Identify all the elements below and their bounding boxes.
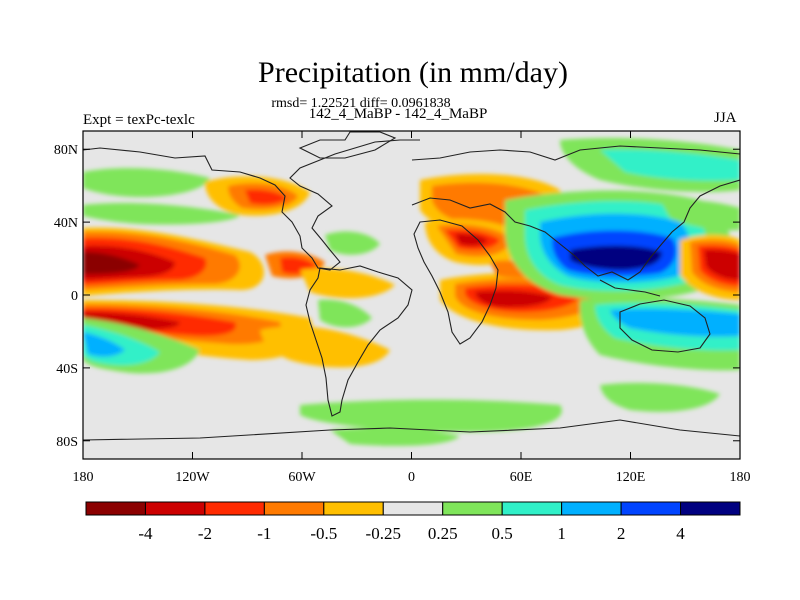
x-tick-label: 180 bbox=[730, 470, 751, 485]
map-subtitle: 142_4_MaBP - 142_4_MaBP bbox=[308, 106, 488, 122]
x-tick-label: 60E bbox=[510, 470, 533, 485]
colorbar-label: -0.5 bbox=[310, 524, 337, 543]
field-patch bbox=[260, 326, 390, 368]
eurasia-south-coast bbox=[411, 179, 740, 281]
colorbar-label: 4 bbox=[676, 524, 685, 543]
x-tick-label: 0 bbox=[408, 470, 415, 485]
colorbar-swatch bbox=[501, 501, 563, 516]
x-axis-ticks bbox=[82, 131, 741, 459]
field-patch bbox=[318, 299, 372, 328]
field-patch bbox=[570, 245, 662, 270]
colorbar-swatch bbox=[85, 501, 146, 516]
y-tick-label: 0 bbox=[71, 289, 78, 304]
field-patch bbox=[83, 252, 140, 274]
field-patch bbox=[600, 149, 740, 181]
north-america-coast bbox=[83, 139, 420, 271]
x-tick-label: 60W bbox=[288, 470, 316, 485]
field-patch bbox=[600, 382, 720, 412]
field-patch bbox=[330, 428, 460, 446]
x-tick-label: 180 bbox=[73, 470, 94, 485]
south-america-coast bbox=[305, 265, 413, 417]
x-tick-label: 120W bbox=[175, 470, 210, 485]
field-patch bbox=[245, 189, 287, 205]
colorbar-label: -0.25 bbox=[366, 524, 401, 543]
y-axis-ticks bbox=[83, 148, 740, 442]
colorbar-label: -2 bbox=[198, 524, 212, 543]
precip-field bbox=[83, 131, 740, 459]
y-axis-labels: 80N 40N 0 40S 80S bbox=[54, 143, 78, 450]
eurasia-north-coast bbox=[411, 145, 740, 161]
y-tick-label: 80N bbox=[54, 143, 78, 158]
greenland-coast bbox=[298, 131, 397, 159]
experiment-label: Expt = texPc-texlc bbox=[83, 112, 195, 128]
field-patch bbox=[475, 290, 552, 308]
y-tick-label: 80S bbox=[56, 435, 78, 450]
colorbar-label: -4 bbox=[138, 524, 153, 543]
maritime-continent bbox=[599, 279, 661, 297]
colorbar-swatch bbox=[442, 501, 503, 516]
stats-line: rmsd= 1.22521 diff= 0.0961838 bbox=[271, 96, 451, 111]
colorbar-swatch bbox=[144, 501, 206, 516]
colorbar-swatch bbox=[620, 501, 682, 516]
field-patch bbox=[660, 199, 740, 231]
y-tick-label: 40N bbox=[54, 216, 78, 231]
colorbar-swatch bbox=[204, 501, 265, 516]
colorbar-swatch bbox=[382, 501, 444, 516]
field-patch bbox=[610, 308, 740, 337]
field-patch bbox=[83, 332, 125, 357]
field-patch bbox=[300, 399, 562, 432]
colorbar-labels: -4 -2 -1 -0.5 -0.25 0.25 0.5 1 2 4 bbox=[138, 524, 685, 543]
colorbar-swatch bbox=[323, 501, 384, 516]
colorbar-label: -1 bbox=[257, 524, 271, 543]
colorbar-label: 0.25 bbox=[428, 524, 458, 543]
field-patch bbox=[704, 249, 740, 280]
field-patch bbox=[83, 168, 210, 198]
field-patch bbox=[83, 203, 240, 225]
colorbar bbox=[85, 501, 741, 516]
colorbar-swatch bbox=[263, 501, 325, 516]
field-patch bbox=[325, 231, 380, 255]
africa-coast bbox=[413, 219, 499, 345]
colorbar-label: 1 bbox=[557, 524, 566, 543]
colorbar-swatch bbox=[680, 501, 741, 516]
x-tick-label: 120E bbox=[616, 470, 646, 485]
colorbar-swatch bbox=[561, 501, 622, 516]
x-axis-labels: 180 120W 60W 0 60E 120E 180 bbox=[73, 470, 751, 485]
colorbar-label: 2 bbox=[617, 524, 626, 543]
australia-coast bbox=[619, 299, 711, 353]
field-patch bbox=[300, 268, 395, 299]
coastlines bbox=[83, 131, 740, 441]
season-label: JJA bbox=[714, 110, 737, 126]
antarctica-coast bbox=[83, 419, 740, 441]
map-title: Precipitation (in mm/day) bbox=[258, 56, 568, 89]
colorbar-label: 0.5 bbox=[492, 524, 513, 543]
y-tick-label: 40S bbox=[56, 362, 78, 377]
